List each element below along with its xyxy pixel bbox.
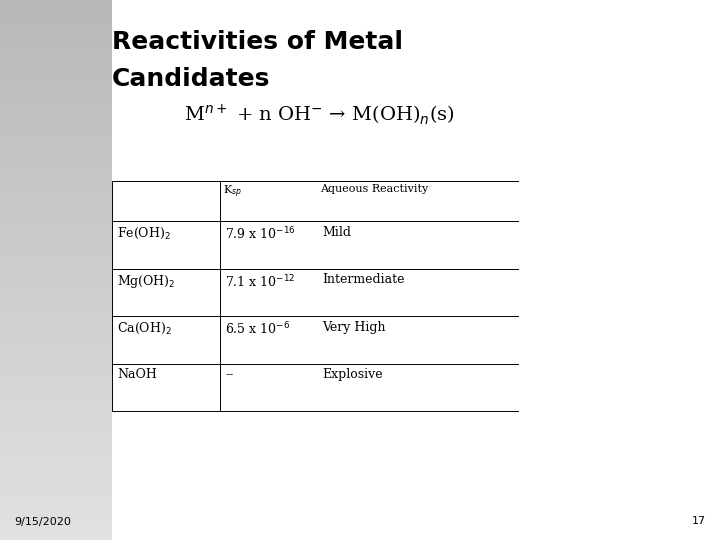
- Text: Mg(OH)$_2$: Mg(OH)$_2$: [117, 273, 176, 290]
- Text: Ca(OH)$_2$: Ca(OH)$_2$: [117, 321, 172, 336]
- Text: Explosive: Explosive: [323, 368, 383, 381]
- Text: Aqueous Reactivity: Aqueous Reactivity: [320, 184, 428, 194]
- Text: Mild: Mild: [323, 226, 351, 239]
- Text: 17: 17: [691, 516, 706, 526]
- Text: Very High: Very High: [323, 321, 386, 334]
- Text: 7.9 x 10$^{-16}$: 7.9 x 10$^{-16}$: [225, 226, 296, 242]
- Text: 7.1 x 10$^{-12}$: 7.1 x 10$^{-12}$: [225, 273, 296, 290]
- Text: Reactivities of Metal: Reactivities of Metal: [112, 30, 402, 53]
- Text: 6.5 x 10$^{-6}$: 6.5 x 10$^{-6}$: [225, 321, 291, 338]
- Text: Candidates: Candidates: [112, 68, 270, 91]
- Text: K$_{sp}$: K$_{sp}$: [223, 184, 242, 200]
- Text: NaOH: NaOH: [117, 368, 157, 381]
- Text: Intermediate: Intermediate: [323, 273, 405, 286]
- Text: $\mathregular{M}$$^{n+}$ + n OH$^{-}$ → M(OH)$_n$(s): $\mathregular{M}$$^{n+}$ + n OH$^{-}$ → …: [184, 103, 454, 127]
- Text: 9/15/2020: 9/15/2020: [14, 516, 71, 526]
- Text: Fe(OH)$_2$: Fe(OH)$_2$: [117, 226, 171, 241]
- Text: --: --: [225, 368, 233, 381]
